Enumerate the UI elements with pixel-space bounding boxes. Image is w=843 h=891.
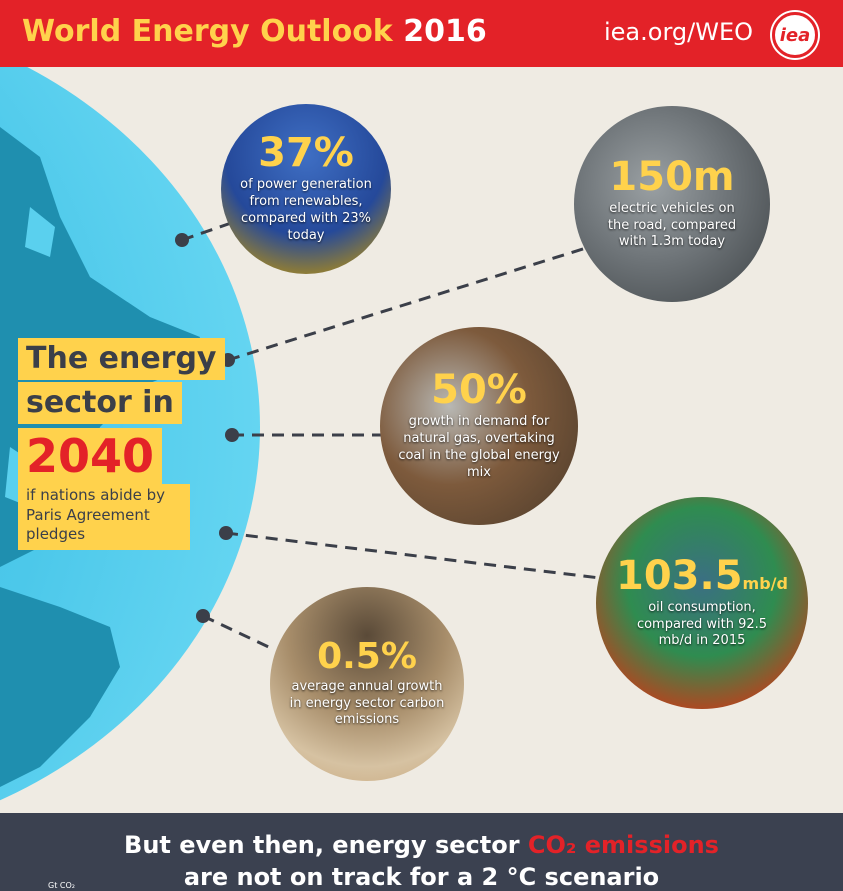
fact-value: 150m <box>609 153 735 200</box>
page-title: World Energy Outlook 2016 <box>22 14 487 49</box>
website-link[interactable]: iea.org/WEO <box>604 18 754 46</box>
iea-logo: iea <box>772 12 818 58</box>
callout-subtitle: if nations abide by Paris Agreement pled… <box>18 484 190 550</box>
fact-circle-renewables: 37% of power generation from renewables,… <box>221 104 391 274</box>
fact-value: 103.5mb/d <box>616 552 788 599</box>
title-year: 2016 <box>403 14 487 49</box>
fact-circle-natural-gas: 50% growth in demand for natural gas, ov… <box>380 327 578 525</box>
fact-description: growth in demand for natural gas, overta… <box>398 414 560 480</box>
footer-headline-1: But even then, energy sector CO₂ emissio… <box>124 831 719 859</box>
fact-description: oil consumption, compared with 92.5 mb/d… <box>636 599 768 649</box>
fact-value: 50% <box>431 367 527 414</box>
fact-circle-electric-vehicles: 150m electric vehicles on the road, comp… <box>574 106 770 302</box>
footer-headline-2: are not on track for a 2 °C scenario <box>183 863 660 891</box>
callout-line-1: The energy <box>18 338 225 380</box>
fact-unit: mb/d <box>742 573 788 593</box>
fact-description: electric vehicles on the road, compared … <box>607 200 737 250</box>
chart-unit-label: Gt CO₂ <box>48 881 75 890</box>
fact-description: average annual growth in energy sector c… <box>289 678 445 728</box>
callout-line-2: sector in <box>18 382 182 424</box>
fact-circle-oil: 103.5mb/d oil consumption, compared with… <box>596 497 808 709</box>
fact-value: 37% <box>258 130 354 177</box>
footer-highlight: CO₂ emissions <box>527 831 719 859</box>
header-banner: World Energy Outlook 2016 iea.org/WEO ie… <box>0 0 843 67</box>
fact-circle-carbon-emissions: 0.5% average annual growth in energy sec… <box>270 587 464 781</box>
fact-value: 0.5% <box>317 635 417 677</box>
callout-year: 2040 <box>18 428 163 484</box>
fact-description: of power generation from renewables, com… <box>240 177 372 243</box>
footer-banner: But even then, energy sector CO₂ emissio… <box>0 813 843 891</box>
